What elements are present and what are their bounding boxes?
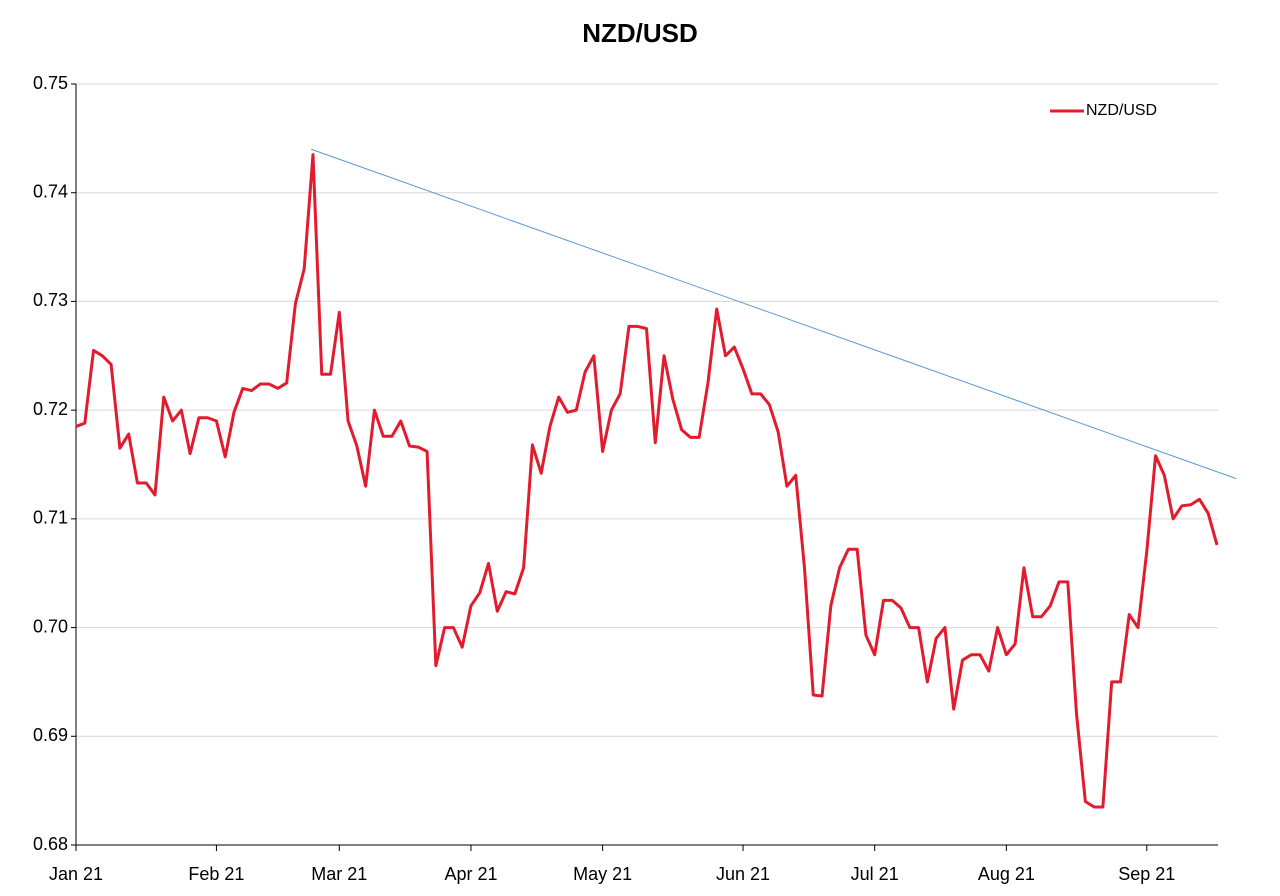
y-tick-label: 0.69: [33, 725, 68, 745]
x-tick-label: Jan 21: [49, 864, 103, 884]
x-tick-label: Aug 21: [978, 864, 1035, 884]
x-tick-label: May 21: [573, 864, 632, 884]
x-tick-label: Feb 21: [188, 864, 244, 884]
trendline: [311, 148, 1237, 480]
y-tick-label: 0.74: [33, 181, 68, 201]
y-tick-label: 0.71: [33, 508, 68, 528]
y-tick-label: 0.72: [33, 399, 68, 419]
y-tick-label: 0.73: [33, 290, 68, 310]
y-tick-label: 0.68: [33, 834, 68, 854]
chart-title: NZD/USD: [582, 18, 698, 48]
legend-label: NZD/USD: [1086, 102, 1157, 119]
x-tick-label: Mar 21: [311, 864, 367, 884]
x-tick-label: Sep 21: [1118, 864, 1175, 884]
x-tick-label: Jul 21: [851, 864, 899, 884]
data-line: [75, 153, 1219, 809]
x-tick-label: Apr 21: [444, 864, 497, 884]
x-tick-label: Jun 21: [716, 864, 770, 884]
y-tick-label: 0.70: [33, 616, 68, 636]
y-tick-label: 0.75: [33, 73, 68, 93]
